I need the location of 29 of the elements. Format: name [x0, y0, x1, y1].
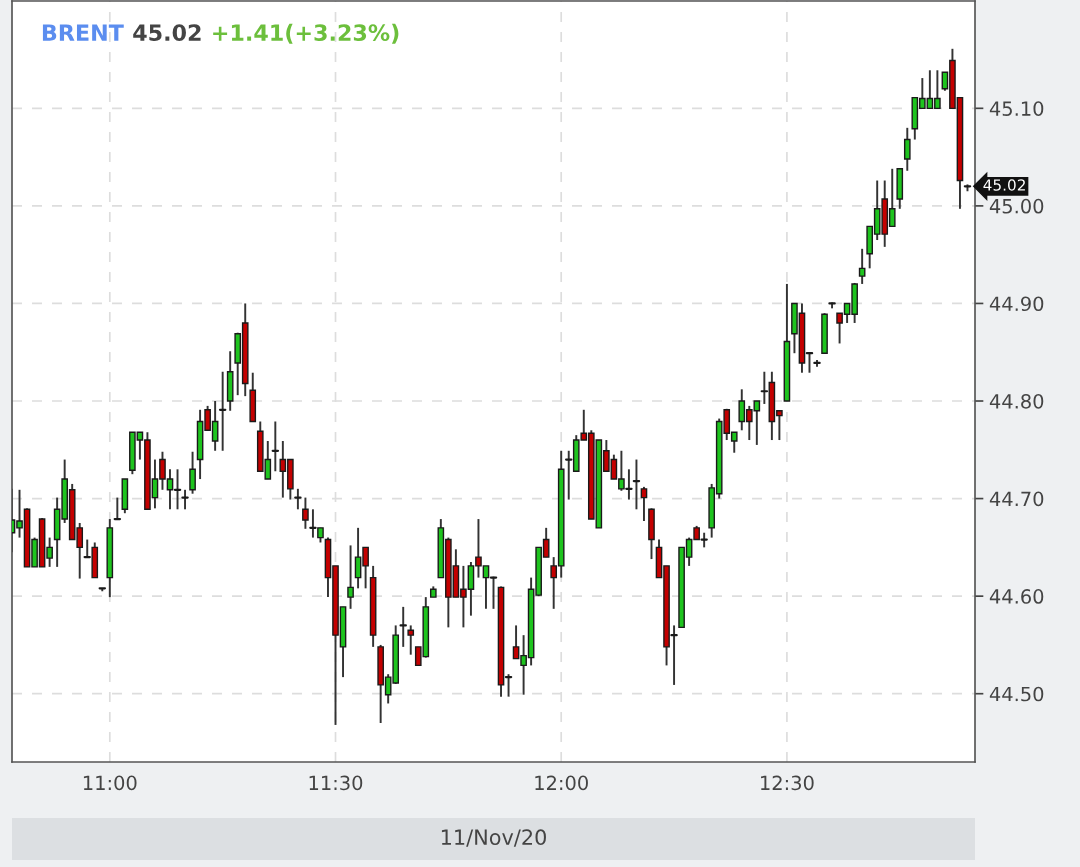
x-tick-label: 12:30 — [761, 775, 814, 791]
candlestick — [407, 624, 415, 656]
x-tick-label: 11:00 — [83, 775, 137, 791]
text: 45.02 +1.41(+3.23%) — [133, 23, 399, 44]
text: BRENT — [42, 24, 124, 41]
x-tick-label: 12:00 — [535, 775, 588, 791]
candlestick — [271, 420, 280, 473]
text: 45.02 — [983, 179, 1025, 191]
x-tick-label: 11:30 — [309, 775, 363, 791]
y-tick-label: 44.90 — [989, 296, 1044, 312]
y-tick-label: 44.70 — [989, 491, 1044, 507]
candlestick — [399, 605, 407, 648]
candlestick — [181, 488, 189, 511]
candlestick — [903, 126, 911, 172]
candlestick — [218, 370, 227, 452]
x-axis-title: 11/Nov/20 — [441, 829, 546, 847]
y-tick-label: 45.10 — [989, 101, 1044, 116]
y-tick-label: 44.60 — [989, 589, 1044, 604]
candlestick — [858, 247, 866, 285]
candlestick — [302, 496, 309, 530]
candlestick — [189, 450, 196, 495]
candlestick — [113, 496, 122, 521]
y-tick-label: 44.80 — [989, 393, 1044, 409]
candlestick — [632, 458, 641, 511]
candlestick — [294, 487, 302, 511]
candlestick — [640, 485, 648, 522]
candlestick — [347, 544, 354, 610]
y-tick-label: 45.00 — [989, 198, 1044, 214]
y-tick-label: 44.50 — [989, 686, 1044, 702]
